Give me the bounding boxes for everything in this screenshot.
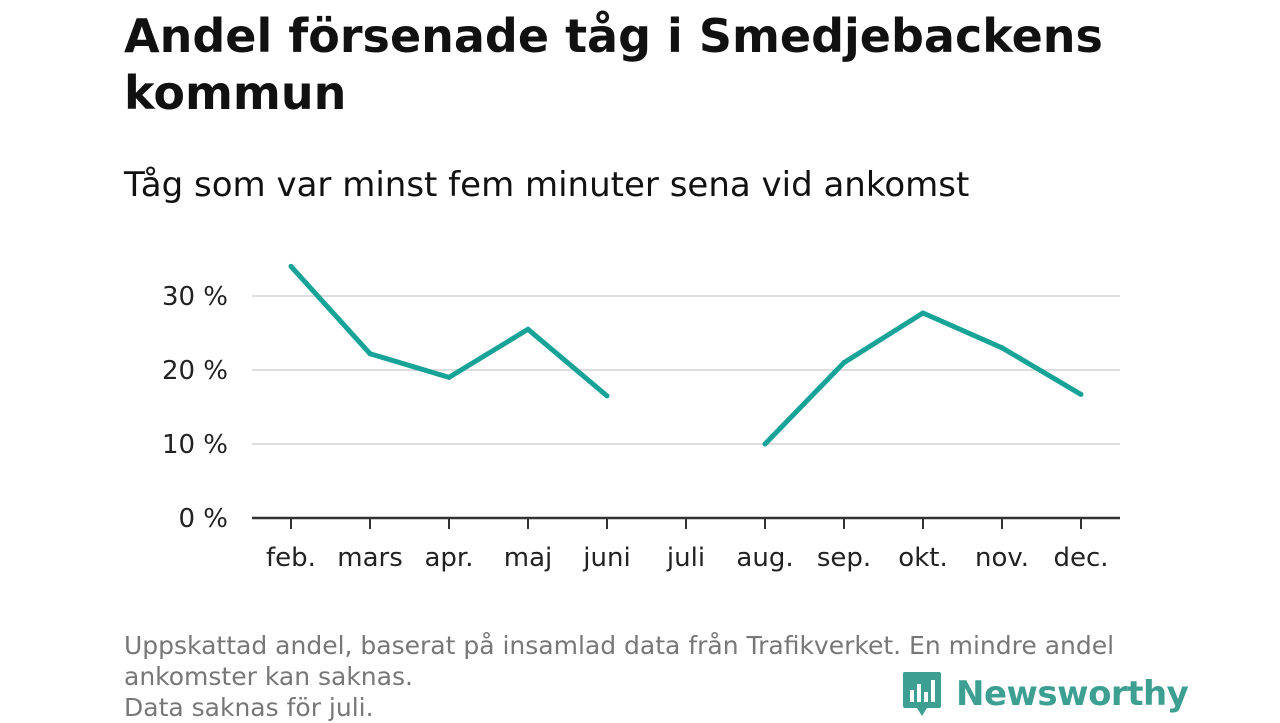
data-point xyxy=(762,441,768,447)
y-tick-label: 20 % xyxy=(162,356,228,386)
x-tick-label: feb. xyxy=(266,543,316,573)
x-tick-label: apr. xyxy=(424,543,473,573)
x-tick-label: maj xyxy=(504,543,552,573)
x-tick-label: okt. xyxy=(898,543,947,573)
line-chart: 0 % 10 % 20 % 30 % feb. mars apr. maj juni juli au… xyxy=(162,263,1120,573)
data-point xyxy=(367,351,373,357)
brand-name: Newsworthy xyxy=(956,674,1189,714)
data-point xyxy=(604,393,610,399)
x-tick-label: mars xyxy=(337,543,403,573)
x-tick-label: juli xyxy=(666,543,705,573)
footnote-line-3: Data saknas för juli. xyxy=(124,693,374,722)
x-tick-label: nov. xyxy=(975,543,1029,573)
data-point xyxy=(525,326,531,332)
data-point xyxy=(920,310,926,316)
brand-logo: Newsworthy xyxy=(902,670,1189,718)
data-point xyxy=(1078,391,1084,397)
y-tick-label: 30 % xyxy=(162,282,228,312)
x-tick-label: sep. xyxy=(817,543,871,573)
data-point xyxy=(288,263,294,269)
footnote-line-1: Uppskattad andel, baserat på insamlad da… xyxy=(124,631,1115,660)
newsworthy-logo-icon xyxy=(903,672,941,716)
series-line xyxy=(763,310,1083,446)
data-point xyxy=(999,345,1005,351)
x-tick-label: aug. xyxy=(736,543,793,573)
y-tick-label: 0 % xyxy=(178,504,228,534)
chart-subtitle: Tåg som var minst fem minuter sena vid a… xyxy=(124,165,970,205)
y-tick-label: 10 % xyxy=(162,430,228,460)
footnote: Uppskattad andel, baserat på insamlad da… xyxy=(124,630,1164,723)
x-tick-label: juni xyxy=(582,543,630,573)
data-point xyxy=(841,360,847,366)
data-point xyxy=(446,374,452,380)
x-tick-label: dec. xyxy=(1053,543,1108,573)
footnote-line-2: ankomster kan saknas. xyxy=(124,662,413,691)
chart-title: Andel försenade tåg i Smedjebackens komm… xyxy=(124,9,1103,120)
